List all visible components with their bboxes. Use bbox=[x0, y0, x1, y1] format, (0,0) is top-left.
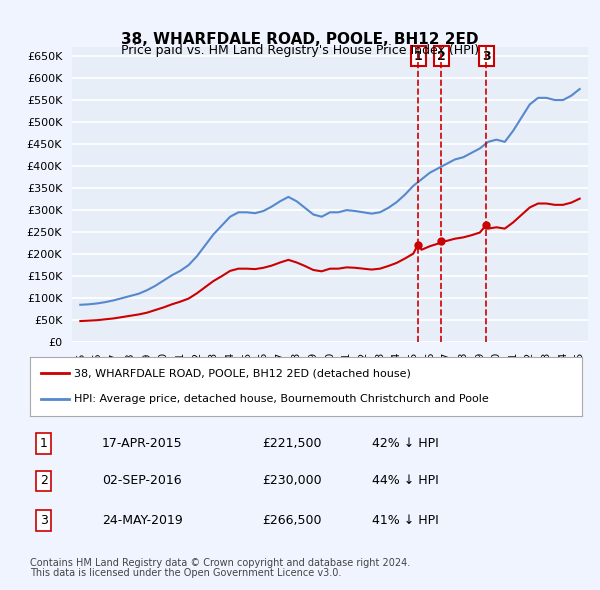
Text: 17-APR-2015: 17-APR-2015 bbox=[102, 437, 182, 450]
Text: 1: 1 bbox=[40, 437, 48, 450]
Text: Contains HM Land Registry data © Crown copyright and database right 2024.: Contains HM Land Registry data © Crown c… bbox=[30, 558, 410, 568]
Text: £221,500: £221,500 bbox=[262, 437, 322, 450]
Text: £266,500: £266,500 bbox=[262, 514, 322, 527]
Text: 3: 3 bbox=[40, 514, 48, 527]
Text: 2: 2 bbox=[437, 50, 445, 63]
Text: 38, WHARFDALE ROAD, POOLE, BH12 2ED: 38, WHARFDALE ROAD, POOLE, BH12 2ED bbox=[121, 32, 479, 47]
Text: 3: 3 bbox=[482, 50, 491, 63]
Text: Price paid vs. HM Land Registry's House Price Index (HPI): Price paid vs. HM Land Registry's House … bbox=[121, 44, 479, 57]
Text: 41% ↓ HPI: 41% ↓ HPI bbox=[372, 514, 439, 527]
Text: 1: 1 bbox=[413, 50, 422, 63]
Text: 02-SEP-2016: 02-SEP-2016 bbox=[102, 474, 181, 487]
Text: 38, WHARFDALE ROAD, POOLE, BH12 2ED (detached house): 38, WHARFDALE ROAD, POOLE, BH12 2ED (det… bbox=[74, 369, 411, 378]
Text: 2: 2 bbox=[40, 474, 48, 487]
Text: This data is licensed under the Open Government Licence v3.0.: This data is licensed under the Open Gov… bbox=[30, 568, 341, 578]
Text: 44% ↓ HPI: 44% ↓ HPI bbox=[372, 474, 439, 487]
Text: 42% ↓ HPI: 42% ↓ HPI bbox=[372, 437, 439, 450]
Text: 24-MAY-2019: 24-MAY-2019 bbox=[102, 514, 182, 527]
Text: £230,000: £230,000 bbox=[262, 474, 322, 487]
Text: HPI: Average price, detached house, Bournemouth Christchurch and Poole: HPI: Average price, detached house, Bour… bbox=[74, 395, 489, 404]
